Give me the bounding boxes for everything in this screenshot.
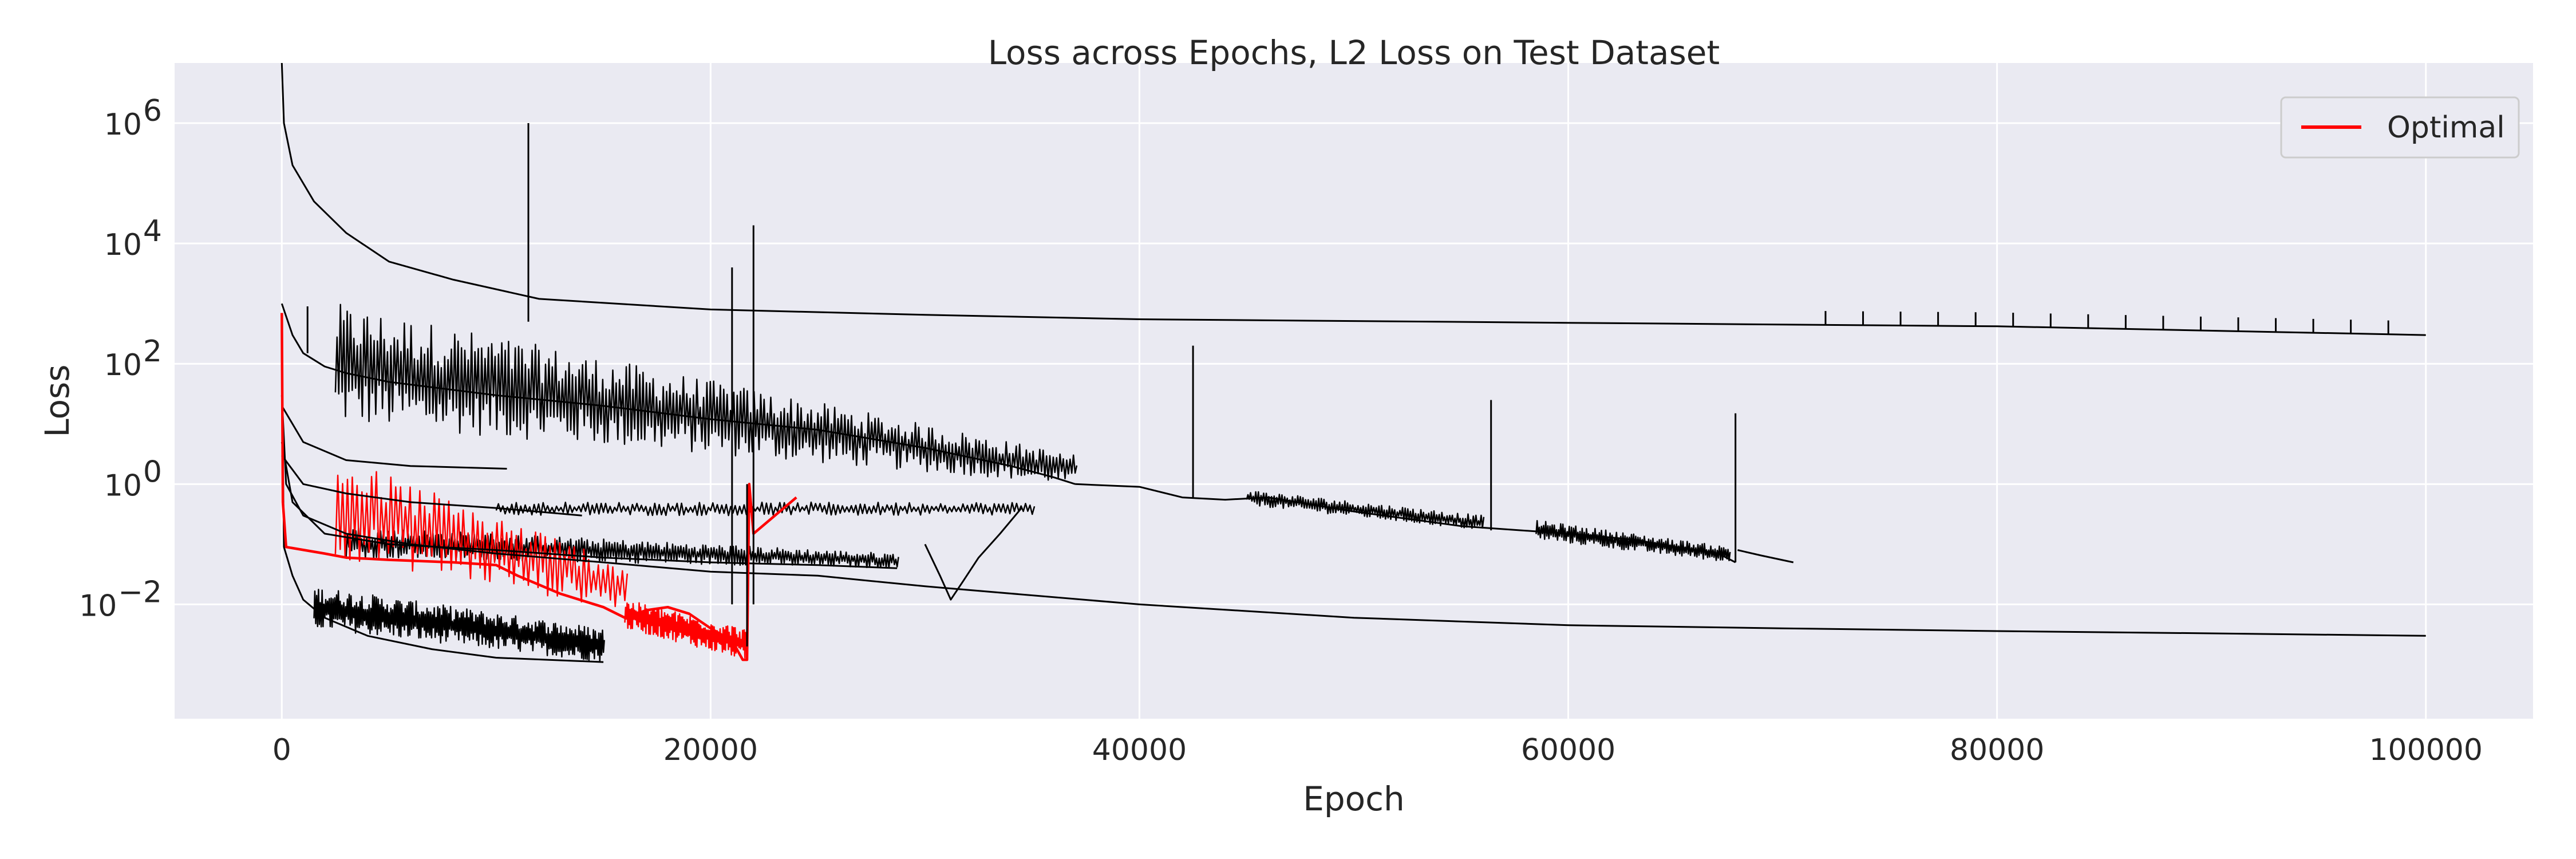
optimal-noise-band [624, 602, 746, 659]
series-line-run [280, 364, 604, 663]
svg-text:2: 2 [143, 334, 162, 369]
y-tick-label: −210 [79, 575, 162, 623]
data-layer [280, 63, 2426, 663]
y-axis-label: Loss [38, 364, 77, 437]
run-noise-band [334, 304, 1078, 481]
series-line-run [280, 303, 1076, 485]
series-line-run [1075, 483, 1736, 564]
svg-text:10: 10 [79, 589, 117, 623]
legend: Optimal [2280, 96, 2520, 159]
x-tick-labels: 0 20000 40000 60000 80000 100000 [272, 733, 2483, 767]
series-line-run [1737, 549, 1794, 564]
optimal-noise-band [334, 471, 629, 608]
svg-text:10: 10 [104, 468, 142, 503]
svg-text:0: 0 [143, 455, 162, 489]
svg-text:6: 6 [143, 94, 162, 128]
x-tick-label: 80000 [1950, 733, 2044, 767]
svg-text:−2: −2 [118, 575, 162, 609]
x-tick-label: 0 [272, 733, 291, 767]
x-tick-label: 40000 [1092, 733, 1187, 767]
legend-label-optimal: Optimal [2387, 111, 2505, 145]
y-tick-label: 410 [104, 214, 162, 262]
run-noise-band [313, 589, 605, 663]
y-tick-label: 610 [104, 94, 162, 142]
x-tick-label: 20000 [663, 733, 758, 767]
run-noise-band [345, 527, 899, 569]
series-line-run [280, 442, 898, 569]
svg-text:10: 10 [104, 228, 142, 262]
series-line-run [280, 395, 2426, 637]
y-tick-label: 210 [104, 334, 162, 383]
series-line-run [281, 405, 507, 470]
series-line-run [281, 455, 582, 517]
series-line-optimal [280, 313, 797, 661]
run-noise-band [1246, 491, 1485, 529]
chart-title: Loss across Epochs, L2 Loss on Test Data… [988, 33, 1720, 72]
series-line-run [280, 63, 2426, 336]
series-line-run [924, 507, 1022, 601]
y-tick-label: 010 [104, 455, 162, 503]
run-noise-band [495, 501, 1036, 517]
svg-text:4: 4 [143, 214, 162, 249]
x-tick-label: 60000 [1521, 733, 1615, 767]
svg-text:10: 10 [104, 108, 142, 142]
x-axis-label: Epoch [1303, 779, 1405, 818]
x-tick-label: 100000 [2369, 733, 2483, 767]
grid-lines [175, 63, 2533, 719]
svg-text:10: 10 [104, 348, 142, 383]
legend-box [2280, 96, 2520, 159]
